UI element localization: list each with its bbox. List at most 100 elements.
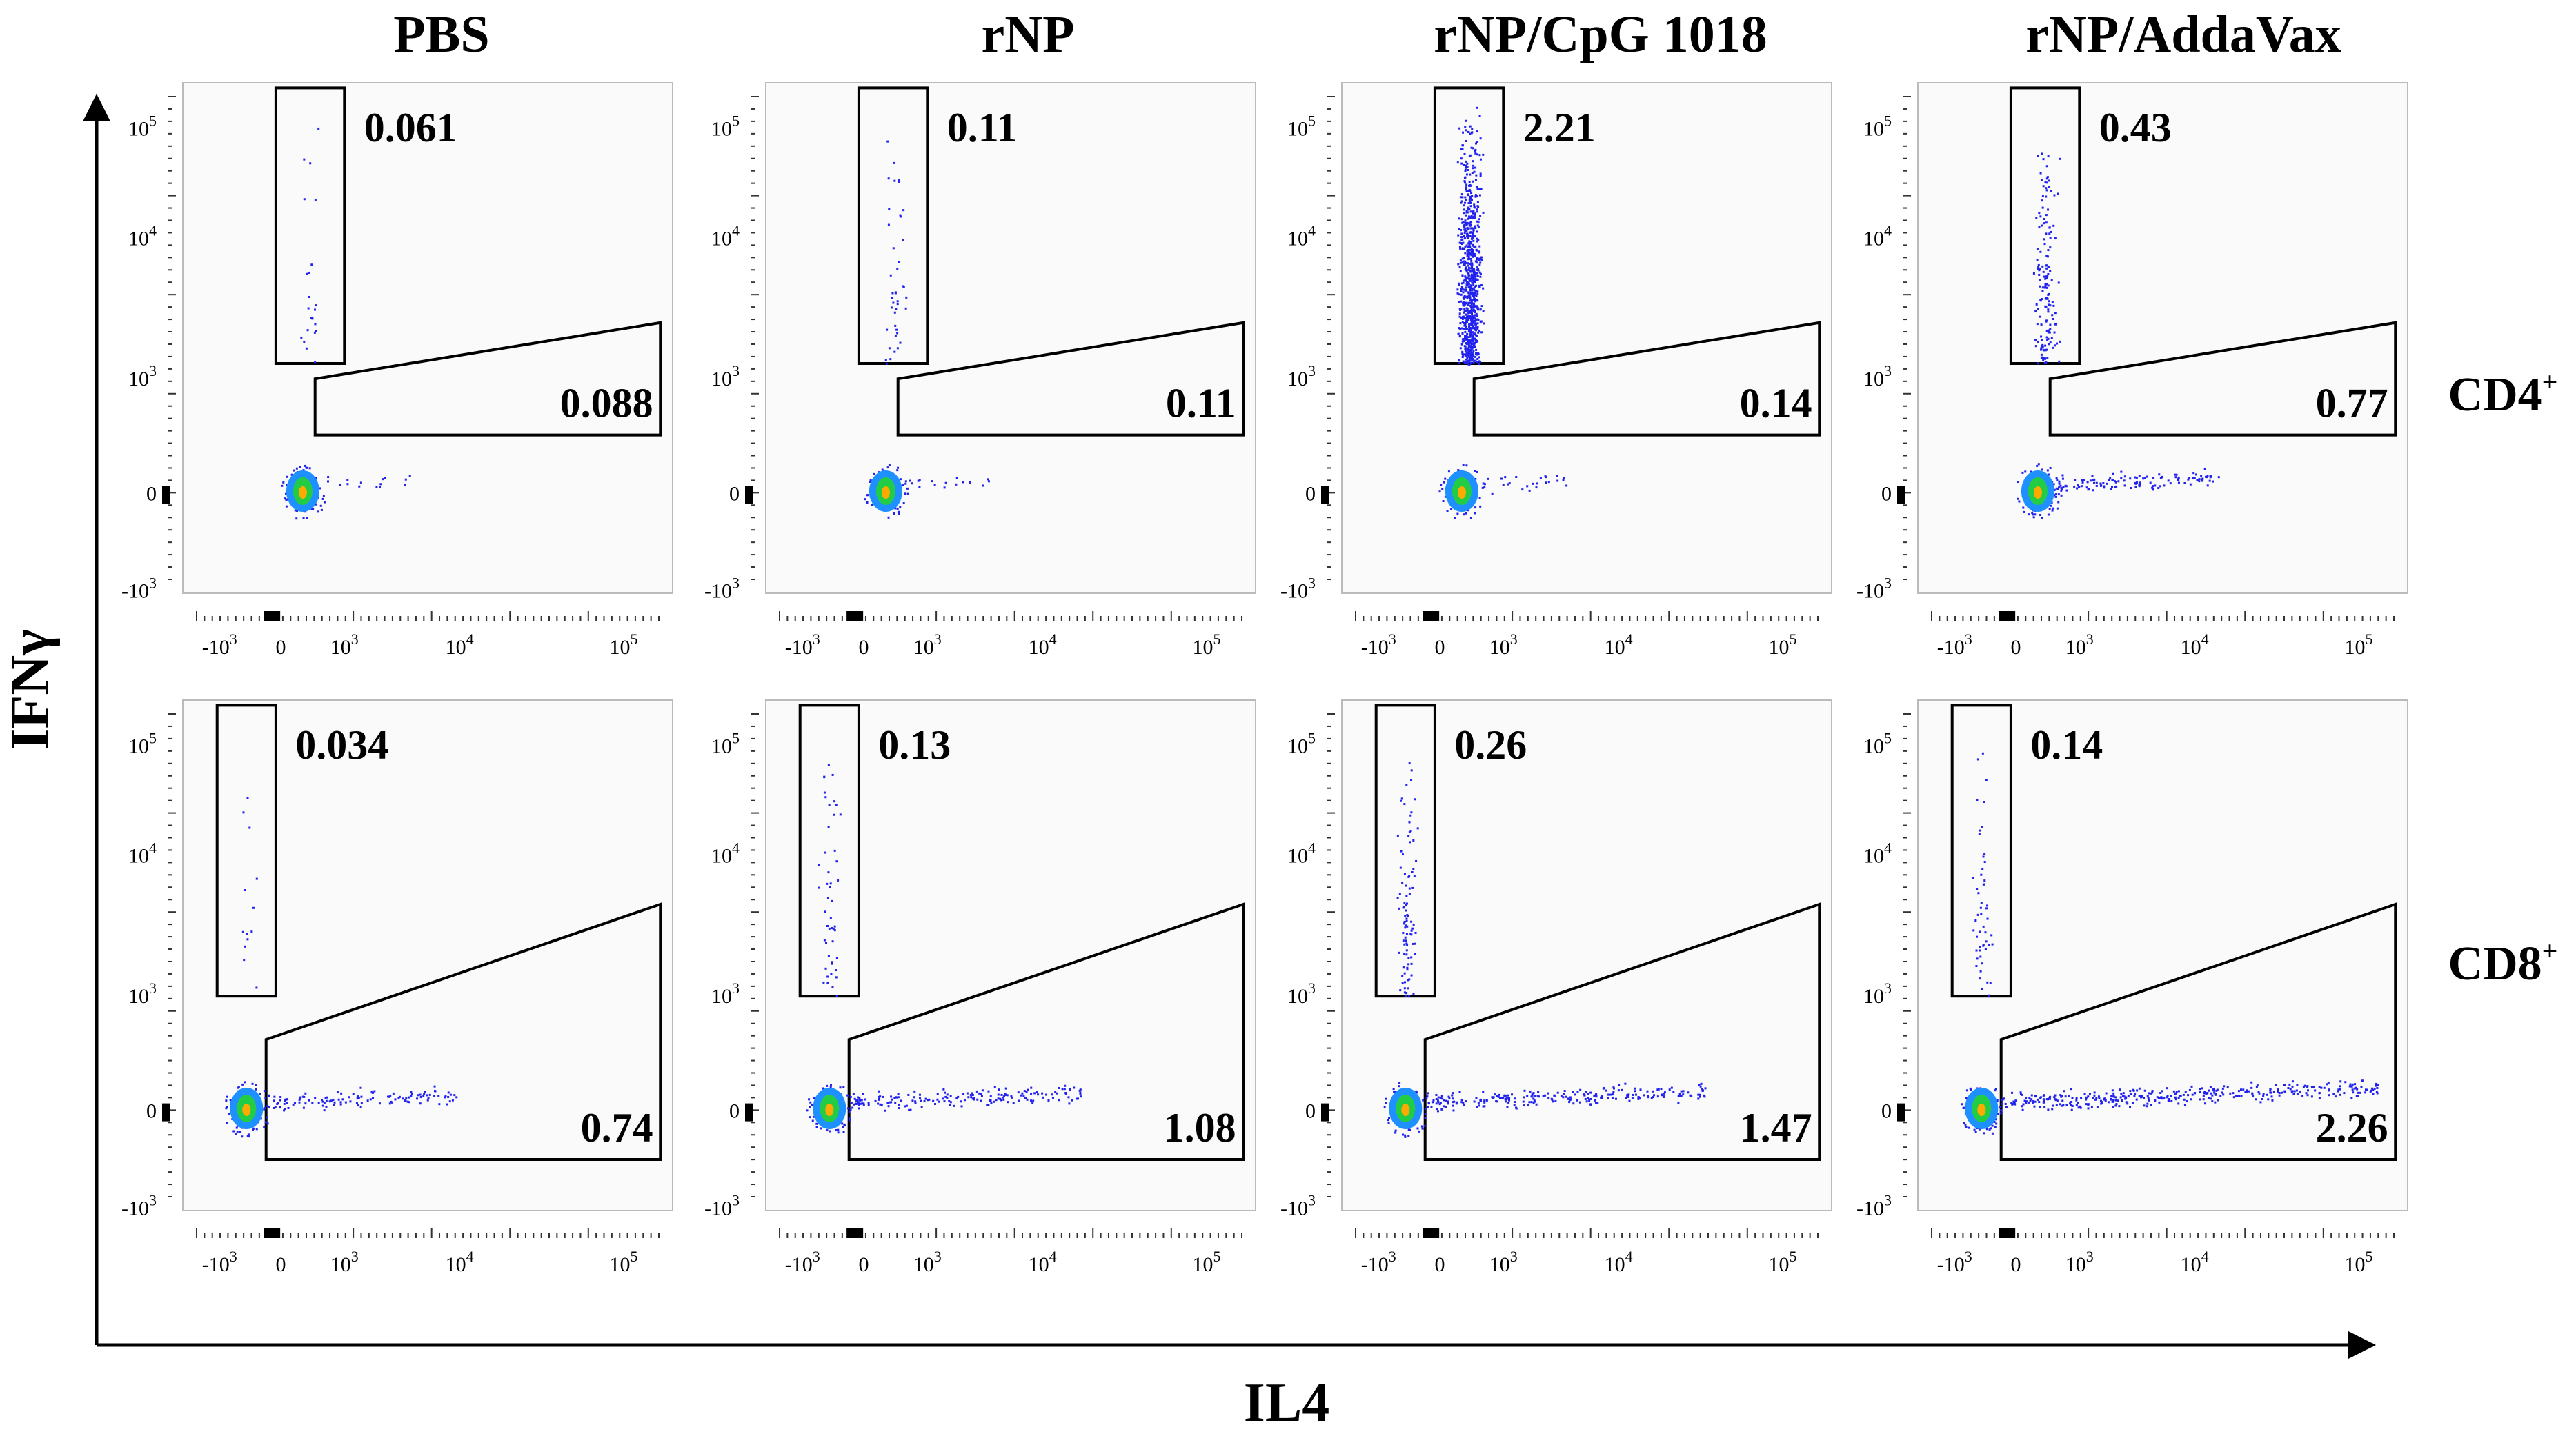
x-tick-label: 104 — [2181, 1248, 2209, 1276]
y-tick-label: 103 — [1863, 362, 1892, 390]
x-tick-label: 105 — [1769, 630, 1797, 659]
y-tick-label: 104 — [711, 222, 740, 250]
y-tick-label: -103 — [1280, 574, 1316, 602]
il4-gate-value: 2.26 — [2316, 1105, 2388, 1151]
y-tick-label: 105 — [711, 730, 740, 758]
y-origin-mark — [1321, 1103, 1329, 1122]
y-tick-label: 104 — [1863, 839, 1892, 868]
il4-gate — [1423, 902, 1821, 1161]
y-tick-label: 0 — [146, 1100, 157, 1123]
panel-cd8-pbs: -103 0 103 104 105 105 104 103 0 -103 0.034 0.74 — [121, 699, 673, 1276]
il4-gate-value: 1.47 — [1740, 1105, 1812, 1151]
y-tick-label: 104 — [1287, 222, 1316, 250]
il4-gate — [264, 902, 662, 1161]
il4-gate — [2048, 321, 2397, 437]
panel-cd4-rnp-cpg-1018: -103 0 103 104 105 105 104 103 0 -103 2.21 0.14 — [1280, 82, 1832, 659]
x-tick-label: 0 — [2011, 636, 2021, 659]
y-tick-label: 0 — [1305, 483, 1316, 506]
y-origin-mark — [745, 486, 753, 504]
y-tick-label: 103 — [711, 362, 740, 390]
x-origin-mark — [1423, 611, 1440, 621]
y-tick-label: 0 — [1305, 1100, 1316, 1123]
x-tick-label: 103 — [2065, 630, 2094, 659]
ifng-gate-value: 0.11 — [947, 105, 1018, 150]
ifng-gate — [857, 86, 929, 366]
il4-gate-value: 1.08 — [1164, 1105, 1236, 1151]
x-tick-label: -103 — [202, 630, 237, 659]
il4-gate — [896, 321, 1245, 437]
population-core — [1389, 1088, 1423, 1129]
il4-gate-value: 0.74 — [581, 1105, 653, 1151]
x-tick-label: -103 — [1937, 630, 1972, 659]
x-tick-label: 105 — [2345, 630, 2373, 659]
y-tick-label: 103 — [1287, 979, 1316, 1008]
panel-cd8-rnp-addavax: -103 0 103 104 105 105 104 103 0 -103 0.14 2.26 — [1856, 699, 2408, 1276]
il4-gate-value: 0.11 — [1166, 381, 1236, 426]
event-dots — [1961, 752, 2379, 1135]
y-tick-label: -103 — [1280, 1191, 1316, 1219]
y-origin-mark — [162, 1103, 170, 1122]
x-minor-ticks — [779, 1228, 1242, 1238]
x-tick-label: -103 — [1361, 1248, 1396, 1276]
y-minor-ticks — [1903, 713, 1911, 1197]
ifng-gate-value: 2.21 — [1523, 105, 1596, 150]
column-title-pbs: PBS — [393, 6, 489, 63]
x-tick-label: 0 — [276, 1253, 286, 1276]
y-tick-label: -103 — [121, 1191, 157, 1219]
y-origin-mark — [745, 1103, 753, 1122]
ifng-gate-value: 0.061 — [364, 105, 457, 150]
il4-gate — [313, 321, 662, 437]
row-label-cd4: CD4+ — [2448, 366, 2558, 421]
ifng-gate — [1950, 704, 2012, 998]
x-tick-label: 105 — [1193, 630, 1221, 659]
panel-cd8-rnp: -103 0 103 104 105 105 104 103 0 -103 0.13 1.08 — [704, 699, 1256, 1276]
y-tick-label: 105 — [1863, 730, 1892, 758]
x-tick-label: -103 — [202, 1248, 237, 1276]
x-minor-ticks — [1931, 611, 2395, 621]
x-tick-label: 105 — [610, 1248, 638, 1276]
x-tick-label: 103 — [1489, 1248, 1518, 1276]
y-tick-label: -103 — [704, 574, 740, 602]
x-tick-label: -103 — [785, 630, 820, 659]
x-origin-mark — [1999, 1228, 2016, 1238]
x-tick-label: 0 — [1435, 1253, 1445, 1276]
x-tick-label: 0 — [859, 636, 869, 659]
ifng-gate — [798, 704, 860, 998]
y-tick-label: 103 — [711, 979, 740, 1008]
x-tick-label: 104 — [2181, 630, 2209, 659]
x-tick-label: 0 — [1435, 636, 1445, 659]
y-tick-label: 0 — [729, 1100, 740, 1123]
y-tick-label: 0 — [1881, 483, 1892, 506]
x-tick-label: 0 — [2011, 1253, 2021, 1276]
ifng-gate-value: 0.43 — [2099, 105, 2172, 150]
il4-gate-value: 0.77 — [2316, 381, 2388, 426]
y-tick-label: 104 — [128, 839, 157, 868]
x-tick-label: -103 — [1937, 1248, 1972, 1276]
x-origin-mark — [264, 611, 281, 621]
y-minor-ticks — [1903, 96, 1911, 580]
panel-frame — [1341, 82, 1832, 594]
y-tick-label: 104 — [711, 839, 740, 868]
x-tick-label: 0 — [276, 636, 286, 659]
x-tick-label: 104 — [1029, 1248, 1057, 1276]
y-tick-label: 103 — [128, 362, 157, 390]
x-origin-mark — [1999, 611, 2016, 621]
y-tick-label: 105 — [128, 730, 157, 758]
y-tick-label: 105 — [128, 112, 157, 141]
x-tick-label: 105 — [1769, 1248, 1797, 1276]
y-minor-ticks — [751, 96, 759, 580]
population-core — [2021, 470, 2054, 512]
ifng-gate — [274, 86, 346, 366]
y-tick-label: 104 — [1863, 222, 1892, 250]
population-core — [230, 1088, 264, 1129]
ifng-gate-value: 0.26 — [1454, 722, 1527, 768]
y-tick-label: -103 — [1856, 1191, 1892, 1219]
ifng-gate-value: 0.13 — [878, 722, 951, 768]
y-origin-mark — [1897, 486, 1905, 504]
x-tick-label: 103 — [913, 1248, 942, 1276]
y-tick-label: 103 — [1863, 979, 1892, 1008]
y-tick-label: 0 — [729, 483, 740, 506]
x-tick-label: 104 — [446, 1248, 474, 1276]
row-label-cd8: CD8+ — [2448, 935, 2558, 990]
